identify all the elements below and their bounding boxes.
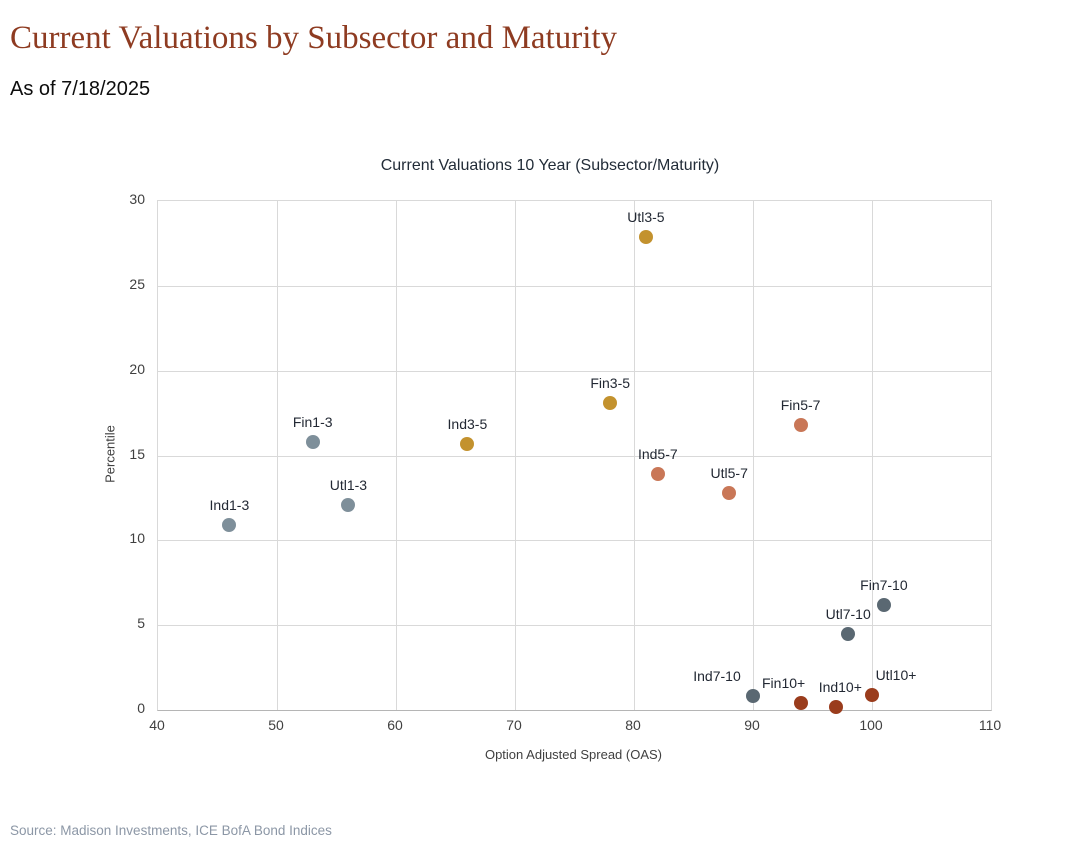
point-label: Utl1-3 [329,476,368,493]
chart-title: Current Valuations 10 Year (Subsector/Ma… [380,157,720,174]
x-tick-label: 100 [859,717,883,733]
point-label: Utl10+ [875,666,917,683]
x-tick-label: 90 [744,717,760,733]
point-label: Ind3-5 [447,415,488,432]
data-point [222,518,237,533]
y-tick-label: 20 [129,360,145,377]
data-point [650,467,665,482]
point-label: Ind5-7 [637,446,678,463]
y-tick-label: 15 [129,445,145,462]
point-label: Ind1-3 [209,497,250,514]
data-point [865,687,879,702]
x-tick-label: 40 [149,717,165,733]
data-point [829,699,844,714]
data-point [876,597,891,612]
point-label: Utl5-7 [710,464,748,481]
data-point [746,689,760,704]
y-tick-label: 10 [129,530,145,547]
y-tick-label: 5 [137,615,145,632]
data-point [341,497,356,512]
point-label: Ind10+ [818,678,862,695]
source-note: Source: Madison Investments, ICE BofA Bo… [10,823,332,838]
data-point [603,395,618,410]
gridline [158,625,991,627]
y-axis-label: Percentile [102,425,118,483]
gridline [158,540,991,542]
x-tick-label: 50 [268,717,284,733]
page-title: Current Valuations by Subsector and Matu… [10,20,618,56]
x-axis-label: Option Adjusted Spread (OAS) [484,747,663,762]
gridline [158,370,991,372]
point-label: Fin10+ [761,675,806,692]
data-point [841,626,856,641]
data-point [793,417,808,432]
point-label: Ind7-10 [693,668,741,685]
x-tick-label: 60 [387,717,403,733]
x-tick-label: 110 [978,717,1002,733]
y-tick-label: 0 [137,700,145,716]
data-point [460,436,475,451]
data-point [305,434,320,449]
plot-area: Ind1-3 Fin1-3 Utl1-3 Ind3-5 Fin3-5 Utl3-5 Ind5… [157,200,992,714]
y-tick-label: 30 [129,191,145,207]
as-of-date: As of 7/18/2025 [10,78,151,100]
data-point [722,485,737,500]
data-point [638,229,653,244]
gridline [158,455,991,457]
x-tick-label: 80 [625,717,641,733]
point-label: Fin1-3 [292,413,333,430]
point-label: Utl3-5 [627,208,665,225]
data-point [793,696,808,711]
y-tick-label: 25 [129,275,145,292]
point-label: Fin3-5 [590,374,631,391]
point-label: Fin5-7 [780,396,821,413]
point-label: Fin7-10 [860,576,908,593]
x-tick-label: 70 [506,717,522,733]
gridline [158,285,991,287]
point-label: Utl7-10 [825,605,871,622]
